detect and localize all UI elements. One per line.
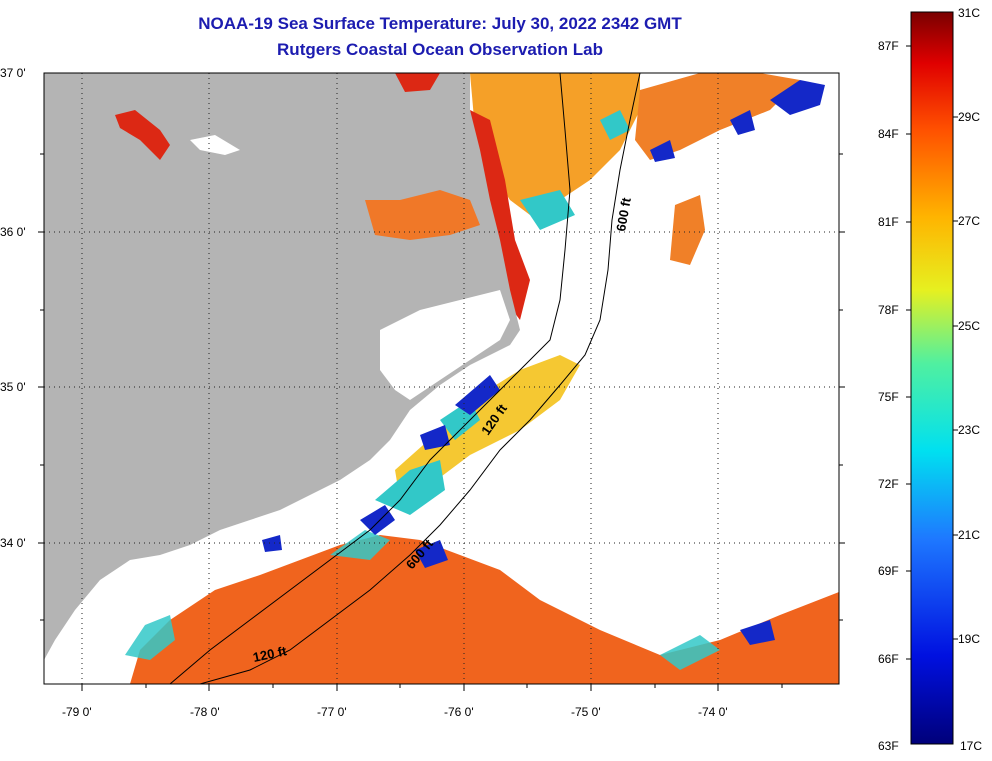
x-tick-label: -79 0' (62, 705, 92, 719)
colorbar-celsius-label: 29C (958, 110, 980, 124)
colorbar-celsius-label: 17C (960, 739, 982, 753)
sst-shelf-mid (395, 355, 580, 500)
colorbar-celsius-label: 25C (958, 319, 980, 333)
northern-bay (395, 73, 440, 92)
sst-north-warm-patch (670, 195, 705, 265)
inland-river (115, 110, 170, 160)
sst-shelf-cold (420, 375, 500, 450)
colorbar (910, 11, 954, 745)
colorbar-fahrenheit-label: 81F (878, 215, 899, 229)
sst-north-cool (520, 110, 630, 230)
colorbar-fahrenheit-label: 66F (878, 652, 899, 666)
sst-north-offshore-east (635, 73, 800, 160)
contour-label-120ft-south: 120 ft (252, 643, 289, 665)
contour-label-600ft-north: 600 ft (613, 196, 634, 233)
pamlico-sound (380, 290, 510, 400)
page-title: NOAA-19 Sea Surface Temperature: July 30… (198, 14, 682, 33)
page-subtitle: Rutgers Coastal Ocean Observation Lab (277, 40, 603, 59)
y-tick-label: 37 0' (0, 66, 26, 80)
colorbar-fahrenheit-label: 78F (878, 303, 899, 317)
colorbar-celsius-label: 27C (958, 214, 980, 228)
colorbar-ticks (906, 45, 958, 660)
colorbar-celsius-label: 21C (958, 528, 980, 542)
x-tick-label: -74 0' (698, 705, 728, 719)
colorbar-celsius-label: 23C (958, 423, 980, 437)
sst-shelf-cool (375, 400, 480, 515)
y-tick-label: 35 0' (0, 380, 26, 394)
inland-lake (190, 135, 240, 155)
x-axis (81, 684, 783, 691)
colorbar-fahrenheit-label: 87F (878, 39, 899, 53)
x-tick-label: -75 0' (571, 705, 601, 719)
sst-warm-south (130, 535, 839, 684)
sst-north-coastal-hot (470, 110, 530, 320)
albemarle-sound (365, 190, 480, 240)
x-tick-label: -78 0' (190, 705, 220, 719)
map-frame (43, 72, 840, 685)
sst-north-offshore (470, 73, 640, 215)
colorbar-fahrenheit-label: 75F (878, 390, 899, 404)
colorbar-fahrenheit-label: 84F (878, 127, 899, 141)
y-axis (38, 153, 845, 621)
map-area (44, 73, 839, 684)
y-tick-label: 36 0' (0, 225, 26, 239)
x-tick-label: -76 0' (444, 705, 474, 719)
colorbar-fahrenheit-label: 72F (878, 477, 899, 491)
contour-120ft (169, 73, 571, 684)
y-tick-label: 34 0' (0, 536, 26, 550)
colorbar-celsius-label: 31C (958, 6, 980, 20)
x-tick-label: -77 0' (317, 705, 347, 719)
contour-600ft (199, 73, 641, 684)
colorbar-fahrenheit-label: 63F (878, 739, 899, 753)
grid-lines (44, 73, 839, 684)
sst-north-cold (650, 80, 825, 240)
colorbar-fahrenheit-label: 69F (878, 564, 899, 578)
colorbar-celsius-label: 19C (958, 632, 980, 646)
